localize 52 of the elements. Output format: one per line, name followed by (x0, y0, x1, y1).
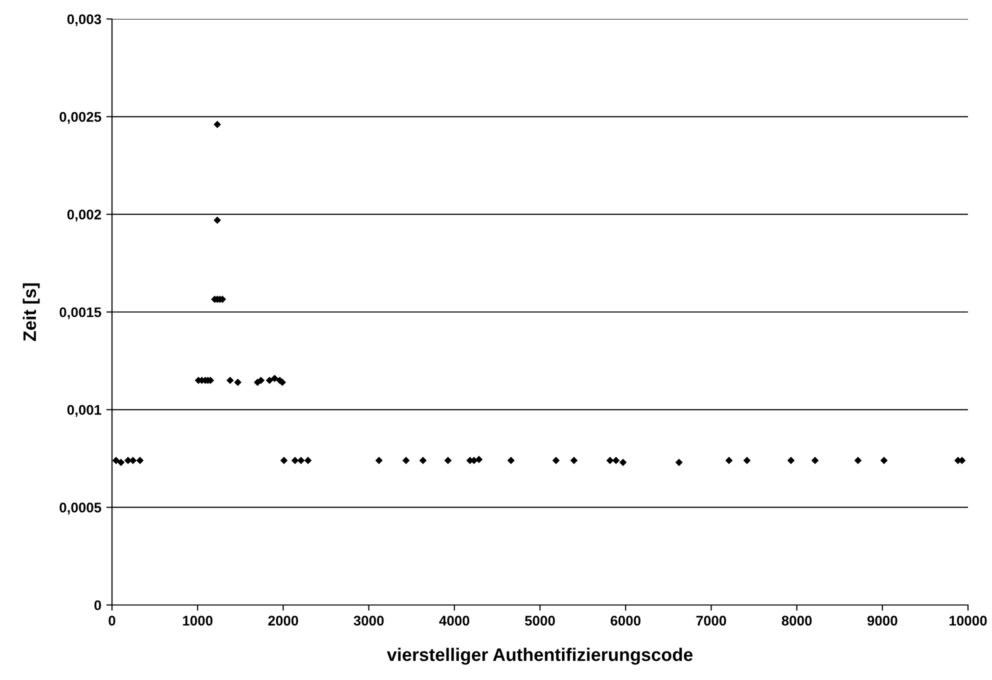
x-tick-label: 2000 (268, 616, 298, 626)
x-tick-label: 10000 (950, 616, 987, 626)
point (811, 456, 819, 464)
point (444, 456, 452, 464)
point (619, 458, 627, 466)
point (854, 456, 862, 464)
point (270, 374, 278, 382)
x-tick-label: 8000 (782, 616, 812, 626)
y-tick-label: 0,002 (67, 210, 102, 222)
point (226, 376, 234, 384)
x-tick-label: 7000 (696, 616, 726, 626)
y-axis-title: Zeit [s] (22, 283, 40, 342)
point (787, 456, 795, 464)
x-axis-title: vierstelliger Authentifizierungscode (386, 648, 693, 665)
point (743, 456, 751, 464)
point (257, 376, 265, 384)
x-tick-label: 3000 (354, 616, 384, 626)
point (117, 458, 125, 466)
point (552, 456, 560, 464)
y-tick-label: 0,0005 (60, 502, 102, 515)
point (297, 456, 305, 464)
point (675, 458, 683, 466)
x-tick-label: 5000 (524, 616, 555, 626)
point (606, 456, 614, 464)
y-tick-label: 0,001 (67, 405, 102, 417)
x-tick-label: 9000 (867, 616, 898, 626)
point (214, 120, 221, 128)
point (402, 456, 410, 464)
point (136, 456, 144, 464)
point (214, 216, 221, 224)
point (725, 456, 733, 464)
point (234, 378, 242, 386)
point (375, 456, 383, 464)
point (570, 456, 578, 464)
point (475, 456, 483, 464)
point (304, 456, 312, 464)
y-tick-label: 0,0015 (60, 307, 102, 320)
y-tick-label: 0 (94, 600, 102, 610)
y-tick-label: 0,003 (67, 14, 102, 26)
y-tick-label: 0,0025 (60, 112, 102, 124)
point (419, 456, 427, 464)
point (291, 456, 299, 464)
point (280, 456, 288, 464)
point (507, 456, 515, 464)
point (612, 456, 620, 464)
x-tick-label: 0 (108, 616, 116, 626)
x-tick-label: 6000 (610, 616, 640, 626)
x-tick-label: 4000 (439, 616, 470, 626)
point (880, 456, 888, 464)
point (266, 376, 274, 384)
x-tick-label: 1000 (183, 616, 212, 626)
point (112, 456, 120, 464)
